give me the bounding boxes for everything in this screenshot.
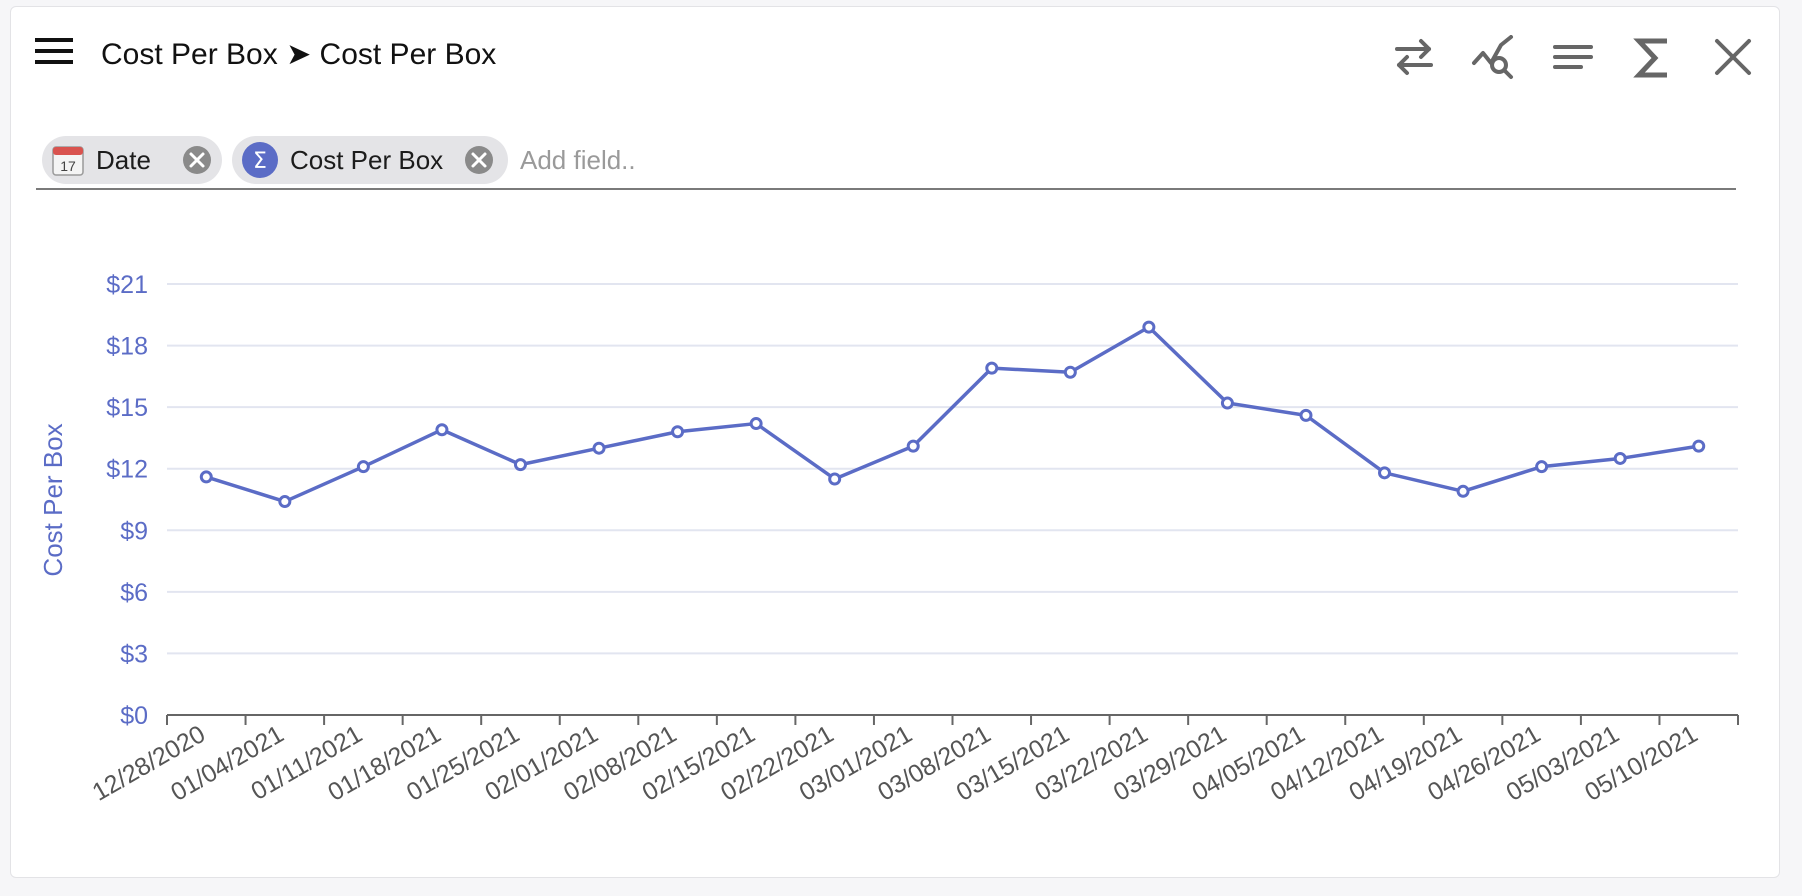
data-point[interactable] (985, 361, 999, 375)
calendar-icon: 17 (52, 146, 84, 176)
chip-cost-per-box[interactable]: Σ Cost Per Box (232, 136, 508, 184)
menu-icon[interactable] (35, 35, 75, 67)
data-point[interactable] (356, 460, 370, 474)
calendar-day: 17 (60, 158, 76, 174)
data-point[interactable] (592, 441, 606, 455)
chip-date[interactable]: 17 Date (42, 136, 222, 184)
sigma-glyph: Σ (253, 149, 267, 174)
add-field-input[interactable] (520, 142, 920, 178)
data-point[interactable] (1220, 396, 1234, 410)
data-point[interactable] (278, 495, 292, 509)
sigma-icon[interactable] (1631, 35, 1677, 81)
remove-date-chip-icon[interactable] (182, 145, 212, 175)
data-point[interactable] (1535, 460, 1549, 474)
chart-search-icon[interactable] (1471, 35, 1517, 81)
data-point[interactable] (1142, 320, 1156, 334)
chip-label-cost-per-box: Cost Per Box (290, 144, 444, 175)
data-point[interactable] (435, 423, 449, 437)
data-point[interactable] (1692, 439, 1706, 453)
data-point[interactable] (1613, 451, 1627, 465)
close-icon[interactable] (1711, 35, 1757, 81)
data-point[interactable] (1456, 484, 1470, 498)
data-point[interactable] (199, 470, 213, 484)
field-selector: 17 Date Σ Cost Per Box (36, 132, 1736, 190)
chip-label-date: Date (96, 144, 151, 175)
data-point[interactable] (1378, 466, 1392, 480)
page-title: Cost Per Box ➤ Cost Per Box (101, 38, 497, 71)
panel-header: Cost Per Box ➤ Cost Per Box (11, 7, 1779, 97)
data-point[interactable] (1299, 408, 1313, 422)
sigma-icon: Σ (242, 142, 278, 178)
data-point[interactable] (906, 439, 920, 453)
data-point[interactable] (828, 472, 842, 486)
data-point[interactable] (513, 458, 527, 472)
data-point[interactable] (1063, 365, 1077, 379)
text-lines-icon[interactable] (1551, 35, 1597, 81)
data-point[interactable] (749, 417, 763, 431)
data-point[interactable] (671, 425, 685, 439)
swap-arrows-icon[interactable] (1391, 35, 1437, 81)
remove-cost-per-box-chip-icon[interactable] (464, 145, 494, 175)
